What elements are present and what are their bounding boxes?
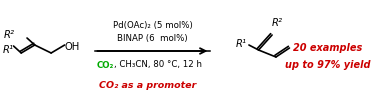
Text: CO₂ as a promoter: CO₂ as a promoter — [99, 81, 196, 90]
Text: R²: R² — [271, 18, 282, 28]
Text: , CH₃CN, 80 °C, 12 h: , CH₃CN, 80 °C, 12 h — [114, 60, 202, 70]
Text: R²: R² — [4, 30, 15, 40]
Text: CO₂: CO₂ — [96, 60, 114, 70]
Text: 20 examples: 20 examples — [293, 43, 363, 53]
Text: R¹: R¹ — [3, 45, 14, 55]
Text: up to 97% yield: up to 97% yield — [285, 60, 371, 70]
Text: R¹: R¹ — [236, 39, 247, 49]
Text: OH: OH — [65, 42, 80, 52]
Text: BINAP (6  mol%): BINAP (6 mol%) — [117, 33, 188, 43]
Text: Pd(OAc)₂ (5 mol%): Pd(OAc)₂ (5 mol%) — [113, 20, 192, 29]
